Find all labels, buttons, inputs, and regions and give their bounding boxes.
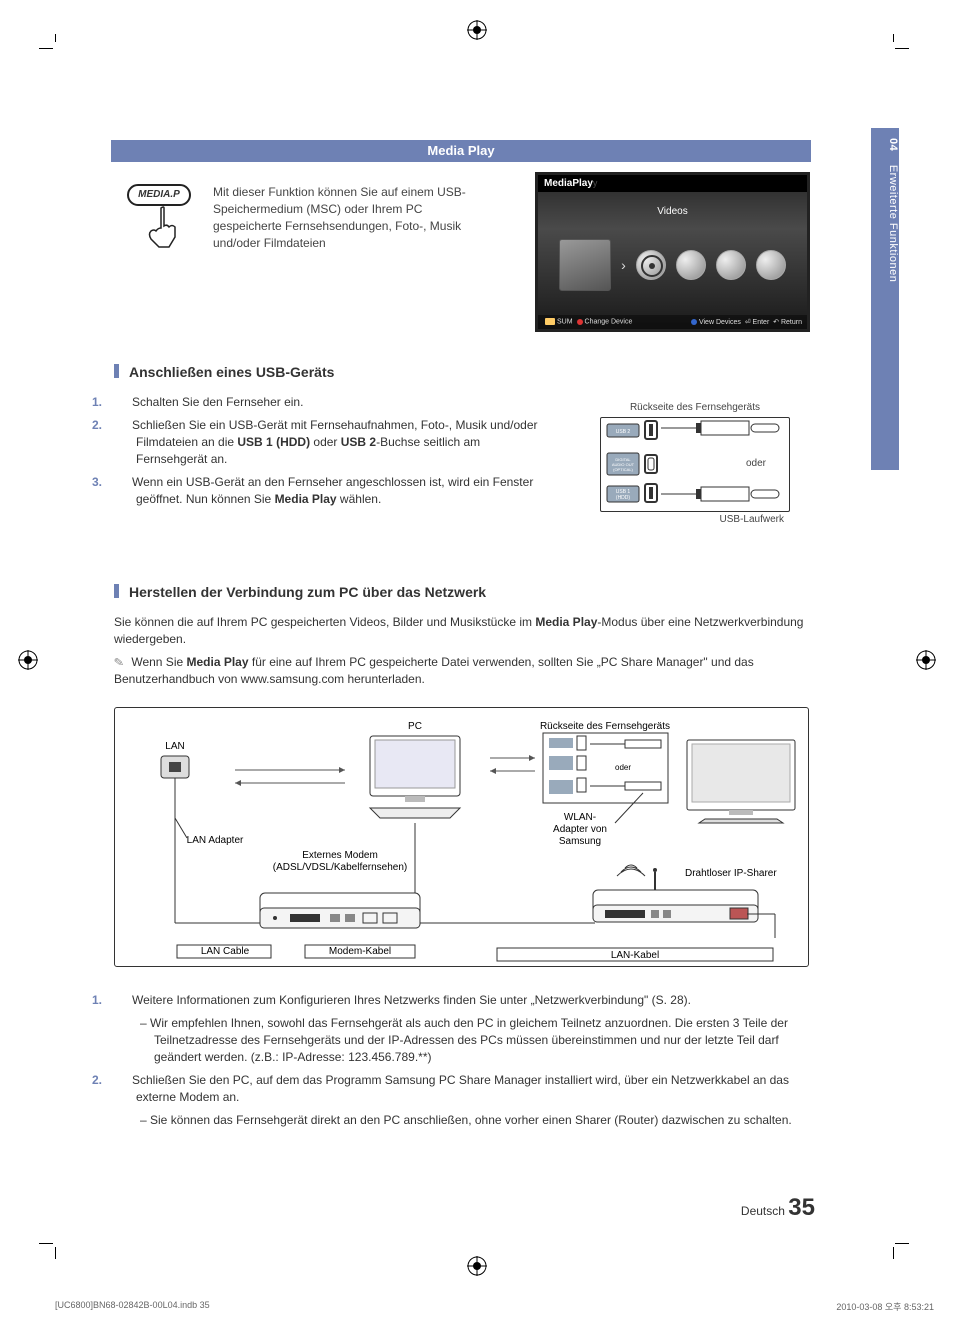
crop-mark-icon xyxy=(55,1245,56,1259)
media-category-icon xyxy=(716,250,746,280)
videos-thumbnail-icon xyxy=(559,239,611,291)
list-sub-item: – Sie können das Fernsehgerät direkt an … xyxy=(114,1112,809,1129)
media-category-icon xyxy=(756,250,786,280)
svg-text:LAN Cable: LAN Cable xyxy=(201,946,250,957)
remote-button-illustration: MEDIA.P xyxy=(127,184,191,250)
svg-text:PC: PC xyxy=(408,721,422,732)
registration-mark-icon xyxy=(916,650,936,670)
tv-menu-icons: › xyxy=(538,239,807,291)
list-item: 2.Schließen Sie ein USB-Gerät mit Fernse… xyxy=(114,417,554,468)
back-panel-illustration: Rückseite des Fernsehgeräts USB 2 DIGITA… xyxy=(600,402,790,525)
crop-mark-icon xyxy=(39,1243,53,1244)
usb-drive-label: USB-Laufwerk xyxy=(600,514,790,525)
section-header-usb: Anschließen eines USB-Geräts xyxy=(114,364,334,380)
chapter-side-tab: 04 Erweiterte Funktionen xyxy=(871,128,899,470)
svg-text:(OPTICAL): (OPTICAL) xyxy=(613,467,633,472)
pointing-hand-icon xyxy=(141,206,191,250)
crop-mark-icon xyxy=(893,1245,894,1259)
sum-icon xyxy=(545,318,555,325)
media-category-icon xyxy=(636,250,666,280)
section-header-network: Herstellen der Verbindung zum PC über da… xyxy=(114,584,486,600)
footer-timestamp: 2010-03-08 오후 8:53:21 xyxy=(836,1300,934,1313)
network-intro-text: Sie können die auf Ihrem PC gespeicherte… xyxy=(114,614,809,648)
media-category-icon xyxy=(676,250,706,280)
svg-text:LAN Adapter: LAN Adapter xyxy=(187,835,244,846)
print-footer: [UC6800]BN68-02842B-00L04.indb 35 2010-0… xyxy=(55,1300,934,1313)
network-diagram: LAN PC LAN Adapter Externes Modem (ADSL/… xyxy=(114,707,809,967)
tv-brand-label: MediaPlay xyxy=(544,178,593,189)
list-item: 1.Weitere Informationen zum Konfiguriere… xyxy=(114,992,809,1009)
crop-mark-icon xyxy=(895,48,909,49)
page-content: Media Play 04 Erweiterte Funktionen MEDI… xyxy=(55,42,895,1247)
tv-title-bar: MediaPlayy xyxy=(538,175,807,192)
blue-bar-icon xyxy=(114,584,119,598)
svg-text:LAN-Kabel: LAN-Kabel xyxy=(611,950,659,961)
list-sub-item: – Wir empfehlen Ihnen, sowohl das Fernse… xyxy=(114,1015,809,1066)
tv-screen-illustration: MediaPlayy Videos › SUM Change Device Vi… xyxy=(535,172,810,332)
tv-footer-bar: SUM Change Device View Devices ⏎ Enter ↶… xyxy=(538,315,807,329)
intro-paragraph: Mit dieser Funktion können Sie auf einem… xyxy=(213,184,483,252)
svg-text:Samsung: Samsung xyxy=(559,836,601,847)
svg-text:oder: oder xyxy=(615,763,631,772)
svg-text:oder: oder xyxy=(746,458,767,469)
page-number: Deutsch 35 xyxy=(741,1194,815,1222)
registration-mark-icon xyxy=(18,650,38,670)
svg-text:(ADSL/VDSL/Kabelfernsehen): (ADSL/VDSL/Kabelfernsehen) xyxy=(273,862,408,873)
blue-bar-icon xyxy=(114,364,119,378)
back-panel-title: Rückseite des Fernsehgeräts xyxy=(630,402,760,413)
svg-text:LAN: LAN xyxy=(165,741,184,752)
red-button-icon xyxy=(577,319,583,325)
crop-mark-icon xyxy=(895,1243,909,1244)
svg-text:Externes Modem: Externes Modem xyxy=(302,850,378,861)
svg-text:USB 2: USB 2 xyxy=(616,429,631,435)
chevron-right-icon: › xyxy=(621,257,626,273)
footer-filename: [UC6800]BN68-02842B-00L04.indb 35 xyxy=(55,1300,210,1313)
note-icon: ✎ xyxy=(113,653,129,672)
registration-mark-icon xyxy=(467,1256,487,1276)
network-steps-list: 1.Weitere Informationen zum Konfiguriere… xyxy=(114,992,809,1135)
list-item: 3.Wenn ein USB-Gerät an den Fernseher an… xyxy=(114,474,554,508)
tv-footer-right: View Devices ⏎ Enter ↶ Return xyxy=(689,318,802,326)
tv-menu-label: Videos xyxy=(538,206,807,217)
svg-text:WLAN-: WLAN- xyxy=(564,812,596,823)
remote-media-button: MEDIA.P xyxy=(127,184,191,206)
list-item: 1.Schalten Sie den Fernseher ein. xyxy=(114,394,554,411)
blue-button-icon xyxy=(691,319,697,325)
list-item: 2.Schließen Sie den PC, auf dem das Prog… xyxy=(114,1072,809,1106)
tv-footer-left: SUM Change Device xyxy=(543,318,632,326)
svg-text:Rückseite des Fernsehgeräts: Rückseite des Fernsehgeräts xyxy=(540,721,670,732)
section-title-bar: Media Play xyxy=(111,140,811,162)
crop-mark-icon xyxy=(39,48,53,49)
chapter-number: 04 xyxy=(887,138,899,151)
chapter-label: Erweiterte Funktionen xyxy=(887,165,899,283)
network-note: ✎ Wenn Sie Media Play für eine auf Ihrem… xyxy=(114,654,809,688)
svg-text:Adapter von: Adapter von xyxy=(553,824,607,835)
svg-text:Drahtloser IP-Sharer: Drahtloser IP-Sharer xyxy=(685,868,777,879)
usb-steps-list: 1.Schalten Sie den Fernseher ein. 2.Schl… xyxy=(114,394,554,514)
svg-text:(HDD): (HDD) xyxy=(616,495,630,501)
registration-mark-icon xyxy=(467,20,487,40)
svg-text:Modem-Kabel: Modem-Kabel xyxy=(329,946,391,957)
